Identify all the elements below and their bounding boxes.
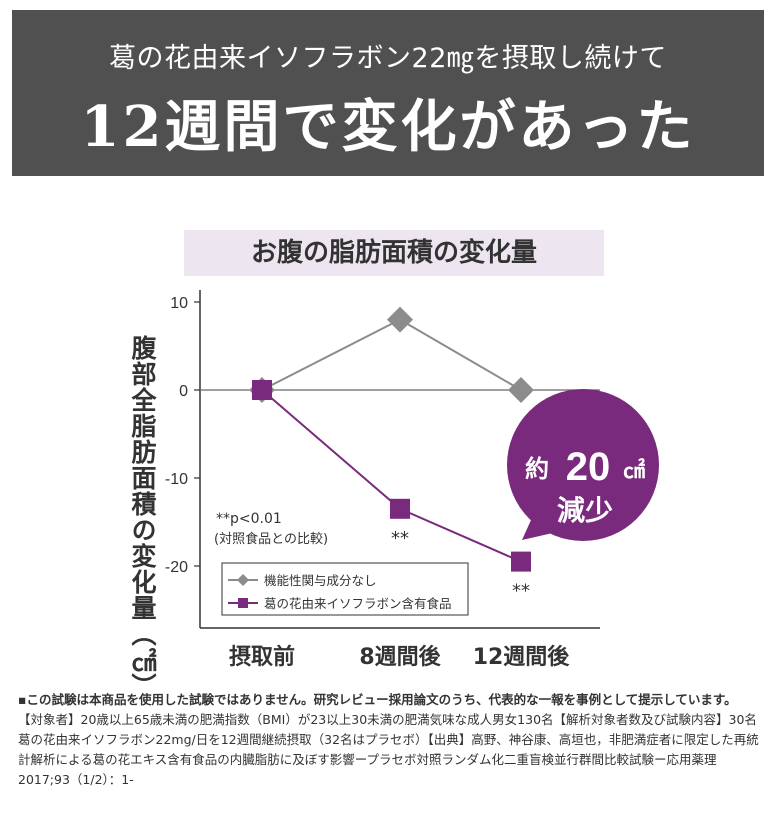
significance-note-detail: (対照食品との比較)	[214, 531, 328, 547]
legend-label: 葛の花由来イソフラボン含有食品	[264, 596, 452, 611]
x-tick-label: 12週間後	[473, 644, 571, 670]
significance-marker: **	[512, 581, 530, 602]
x-tick-label: 摂取前	[229, 644, 295, 670]
headline-subtitle: 葛の花由来イソフラボン22㎎を摂取し続けて	[109, 43, 667, 74]
legend-marker-diamond	[237, 574, 249, 586]
callout-unit: ㎠	[623, 458, 645, 484]
series-2-point	[390, 498, 410, 519]
y-tick-label: 10	[170, 295, 188, 312]
series-2-point	[511, 551, 531, 572]
y-axis-label: 腹部全脂肪面積の変化量（㎠）	[128, 335, 157, 699]
footnote: ▪この試験は本商品を使用した試験ではありません。研究レビュー採用論文のうち、代表…	[18, 690, 768, 790]
callout-bubble	[507, 389, 659, 541]
footnote-lead: ▪この試験は本商品を使用した試験ではありません。研究レビュー採用論文のうち、代表…	[18, 692, 737, 707]
headline-title: 12週間で変化があった	[80, 94, 696, 160]
callout-decrease: 減少	[557, 494, 613, 527]
significance-marker: **	[391, 528, 409, 549]
x-tick-label: 8週間後	[359, 644, 441, 670]
series-2-point	[252, 380, 272, 400]
legend	[221, 562, 469, 616]
series-line-1	[261, 318, 522, 391]
headline-banner: 葛の花由来イソフラボン22㎎を摂取し続けて 12週間で変化があった	[12, 10, 764, 176]
series-1-point	[387, 306, 413, 333]
significance-note: **p<0.01	[216, 511, 282, 527]
line-chart: 10 0 -10 -20 摂取前 8週間後 12週間後 ** ** **p<0.01 (対照食品との…	[165, 290, 659, 670]
y-tick-label: -10	[165, 471, 188, 488]
chart-title: お腹の脂肪面積の変化量	[184, 230, 604, 276]
callout-value: 20	[566, 445, 611, 489]
callout-prefix: 約	[525, 455, 549, 483]
y-tick-label: -20	[165, 559, 188, 576]
series-1-point	[508, 377, 534, 403]
legend-marker-square	[238, 598, 248, 608]
legend-label: 機能性関与成分なし	[264, 573, 377, 588]
y-tick-label: 0	[179, 383, 188, 400]
footnote-body: 【対象者】20歳以上65歳未満の肥満指数（BMI）が23以上30未満の肥満気味な…	[18, 712, 759, 787]
